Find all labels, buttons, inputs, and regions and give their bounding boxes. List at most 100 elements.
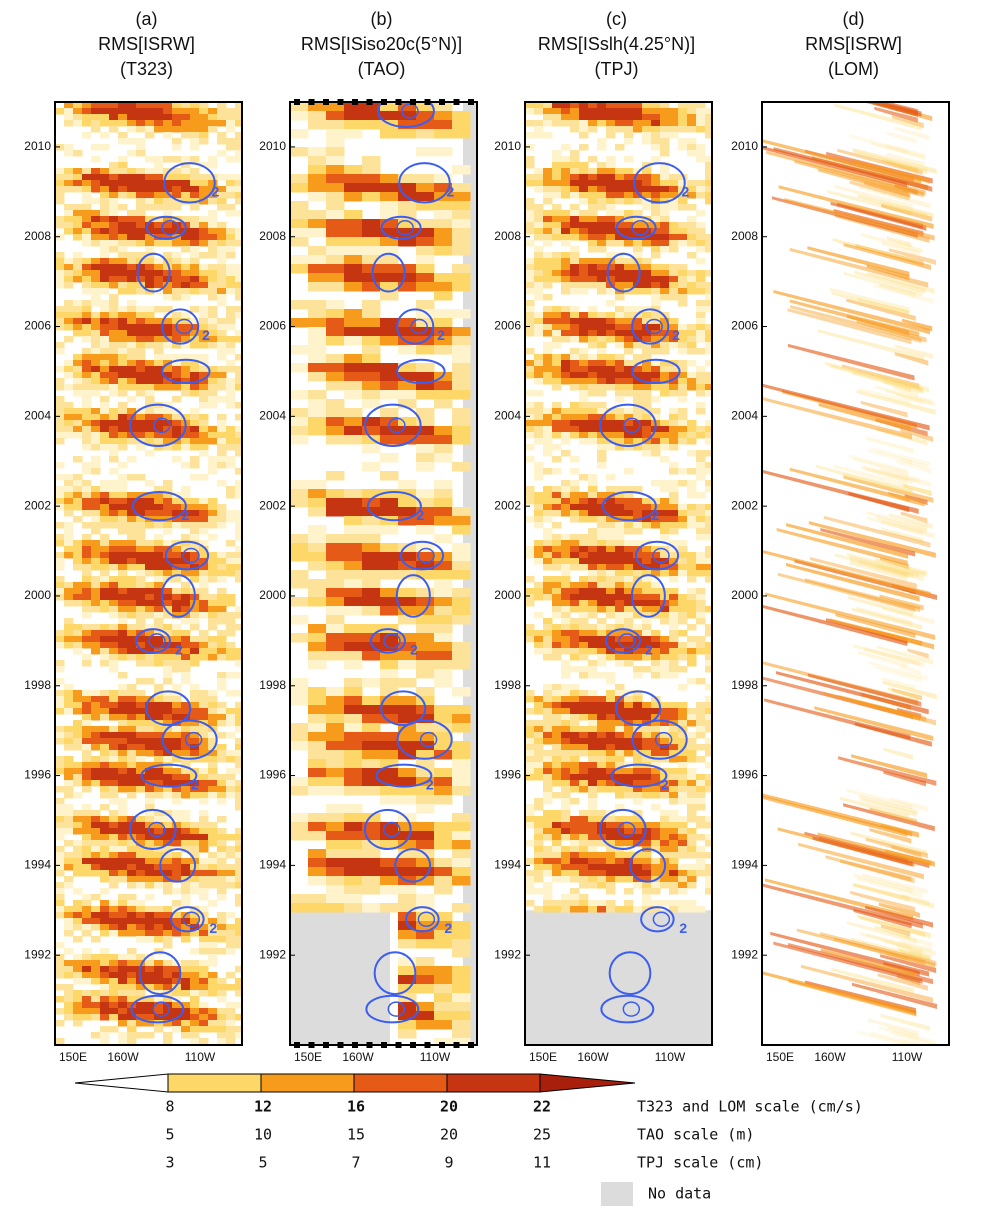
shade-cell (669, 480, 679, 487)
shade-cell (82, 372, 92, 379)
shade-cell (687, 576, 697, 583)
shade-cell (73, 324, 83, 331)
shade-cell (172, 768, 182, 775)
shade-cell (651, 288, 661, 295)
shade-cell (91, 894, 101, 901)
shade-cell (127, 744, 137, 751)
shade-cell (163, 714, 173, 721)
shade-cell (642, 366, 652, 373)
shade-cell (290, 894, 309, 904)
shade-cell (615, 534, 625, 541)
shade-cell (561, 672, 571, 679)
shade-cell (91, 816, 101, 823)
shade-cell (290, 255, 309, 265)
shade-cell (633, 666, 643, 673)
shade-cell (615, 684, 625, 691)
shade-cell (696, 372, 706, 379)
shade-cell (651, 126, 661, 133)
shade-cell (588, 582, 598, 589)
shade-cell (606, 546, 616, 553)
shade-cell (552, 564, 562, 571)
shade-cell (561, 408, 571, 415)
shade-cell (380, 318, 399, 328)
shade-cell (100, 1002, 110, 1009)
shade-cell (525, 360, 535, 367)
shade-cell (534, 492, 544, 499)
shade-cell (109, 858, 119, 865)
contour-label: 2 (209, 920, 217, 936)
shade-cell (380, 192, 399, 202)
shade-cell (208, 780, 218, 787)
shade-cell (534, 474, 544, 481)
shade-cell (362, 867, 381, 877)
shade-cell (127, 282, 137, 289)
shade-cell (651, 186, 661, 193)
shade-cell (416, 237, 435, 247)
shade-cell (154, 264, 164, 271)
shade-cell (235, 612, 245, 619)
shade-cell (163, 666, 173, 673)
shade-cell (434, 399, 453, 409)
shade-cell (678, 666, 688, 673)
shade-cell (606, 186, 616, 193)
shade-cell (452, 336, 471, 346)
shade-cell (561, 420, 571, 427)
shade-cell (91, 972, 101, 979)
shade-cell (154, 660, 164, 667)
shade-cell (687, 600, 697, 607)
shade-cell (597, 492, 607, 499)
shade-cell (588, 108, 598, 115)
shade-cell (127, 300, 137, 307)
shade-cell (109, 996, 119, 1003)
shade-cell (109, 648, 119, 655)
shade-cell (588, 558, 598, 565)
shade-cell (127, 114, 137, 121)
shade-cell (226, 780, 236, 787)
shade-cell (669, 624, 679, 631)
shade-cell (91, 594, 101, 601)
shade-cell (217, 318, 227, 325)
shade-cell (217, 150, 227, 157)
shade-cell (100, 168, 110, 175)
shade-cell (190, 624, 200, 631)
shade-cell (127, 534, 137, 541)
shade-cell (91, 642, 101, 649)
shade-cell (606, 318, 616, 325)
shade-cell (118, 558, 128, 565)
x-tick-label: 160W (107, 1050, 139, 1064)
shade-cell (199, 216, 209, 223)
shade-cell (308, 147, 327, 157)
shade-cell (118, 408, 128, 415)
shade-cell (579, 642, 589, 649)
shade-cell (561, 162, 571, 169)
shade-cell (534, 438, 544, 445)
shade-cell (82, 546, 92, 553)
shade-cell (235, 738, 245, 745)
shade-cell (579, 372, 589, 379)
shade-cell (326, 318, 345, 328)
shade-cell (416, 939, 435, 949)
shade-cell (579, 390, 589, 397)
y-tick-label: 1998 (24, 678, 51, 692)
shade-cell (217, 522, 227, 529)
shade-cell (82, 282, 92, 289)
shade-cell (561, 690, 571, 697)
shade-cell (109, 306, 119, 313)
shade-cell (290, 426, 309, 436)
shade-cell (525, 180, 535, 187)
shade-cell (362, 300, 381, 310)
shade-cell (55, 732, 65, 739)
shade-cell (172, 276, 182, 283)
shade-cell (660, 240, 670, 247)
shade-cell (226, 984, 236, 991)
shade-cell (136, 570, 146, 577)
shade-cell (525, 276, 535, 283)
shade-cell (199, 726, 209, 733)
shade-cell (543, 198, 553, 205)
shade-cell (226, 186, 236, 193)
shade-cell (416, 597, 435, 607)
contour-label: 2 (437, 327, 445, 343)
shade-cell (362, 579, 381, 589)
shade-cell (199, 126, 209, 133)
shade-cell (91, 768, 101, 775)
